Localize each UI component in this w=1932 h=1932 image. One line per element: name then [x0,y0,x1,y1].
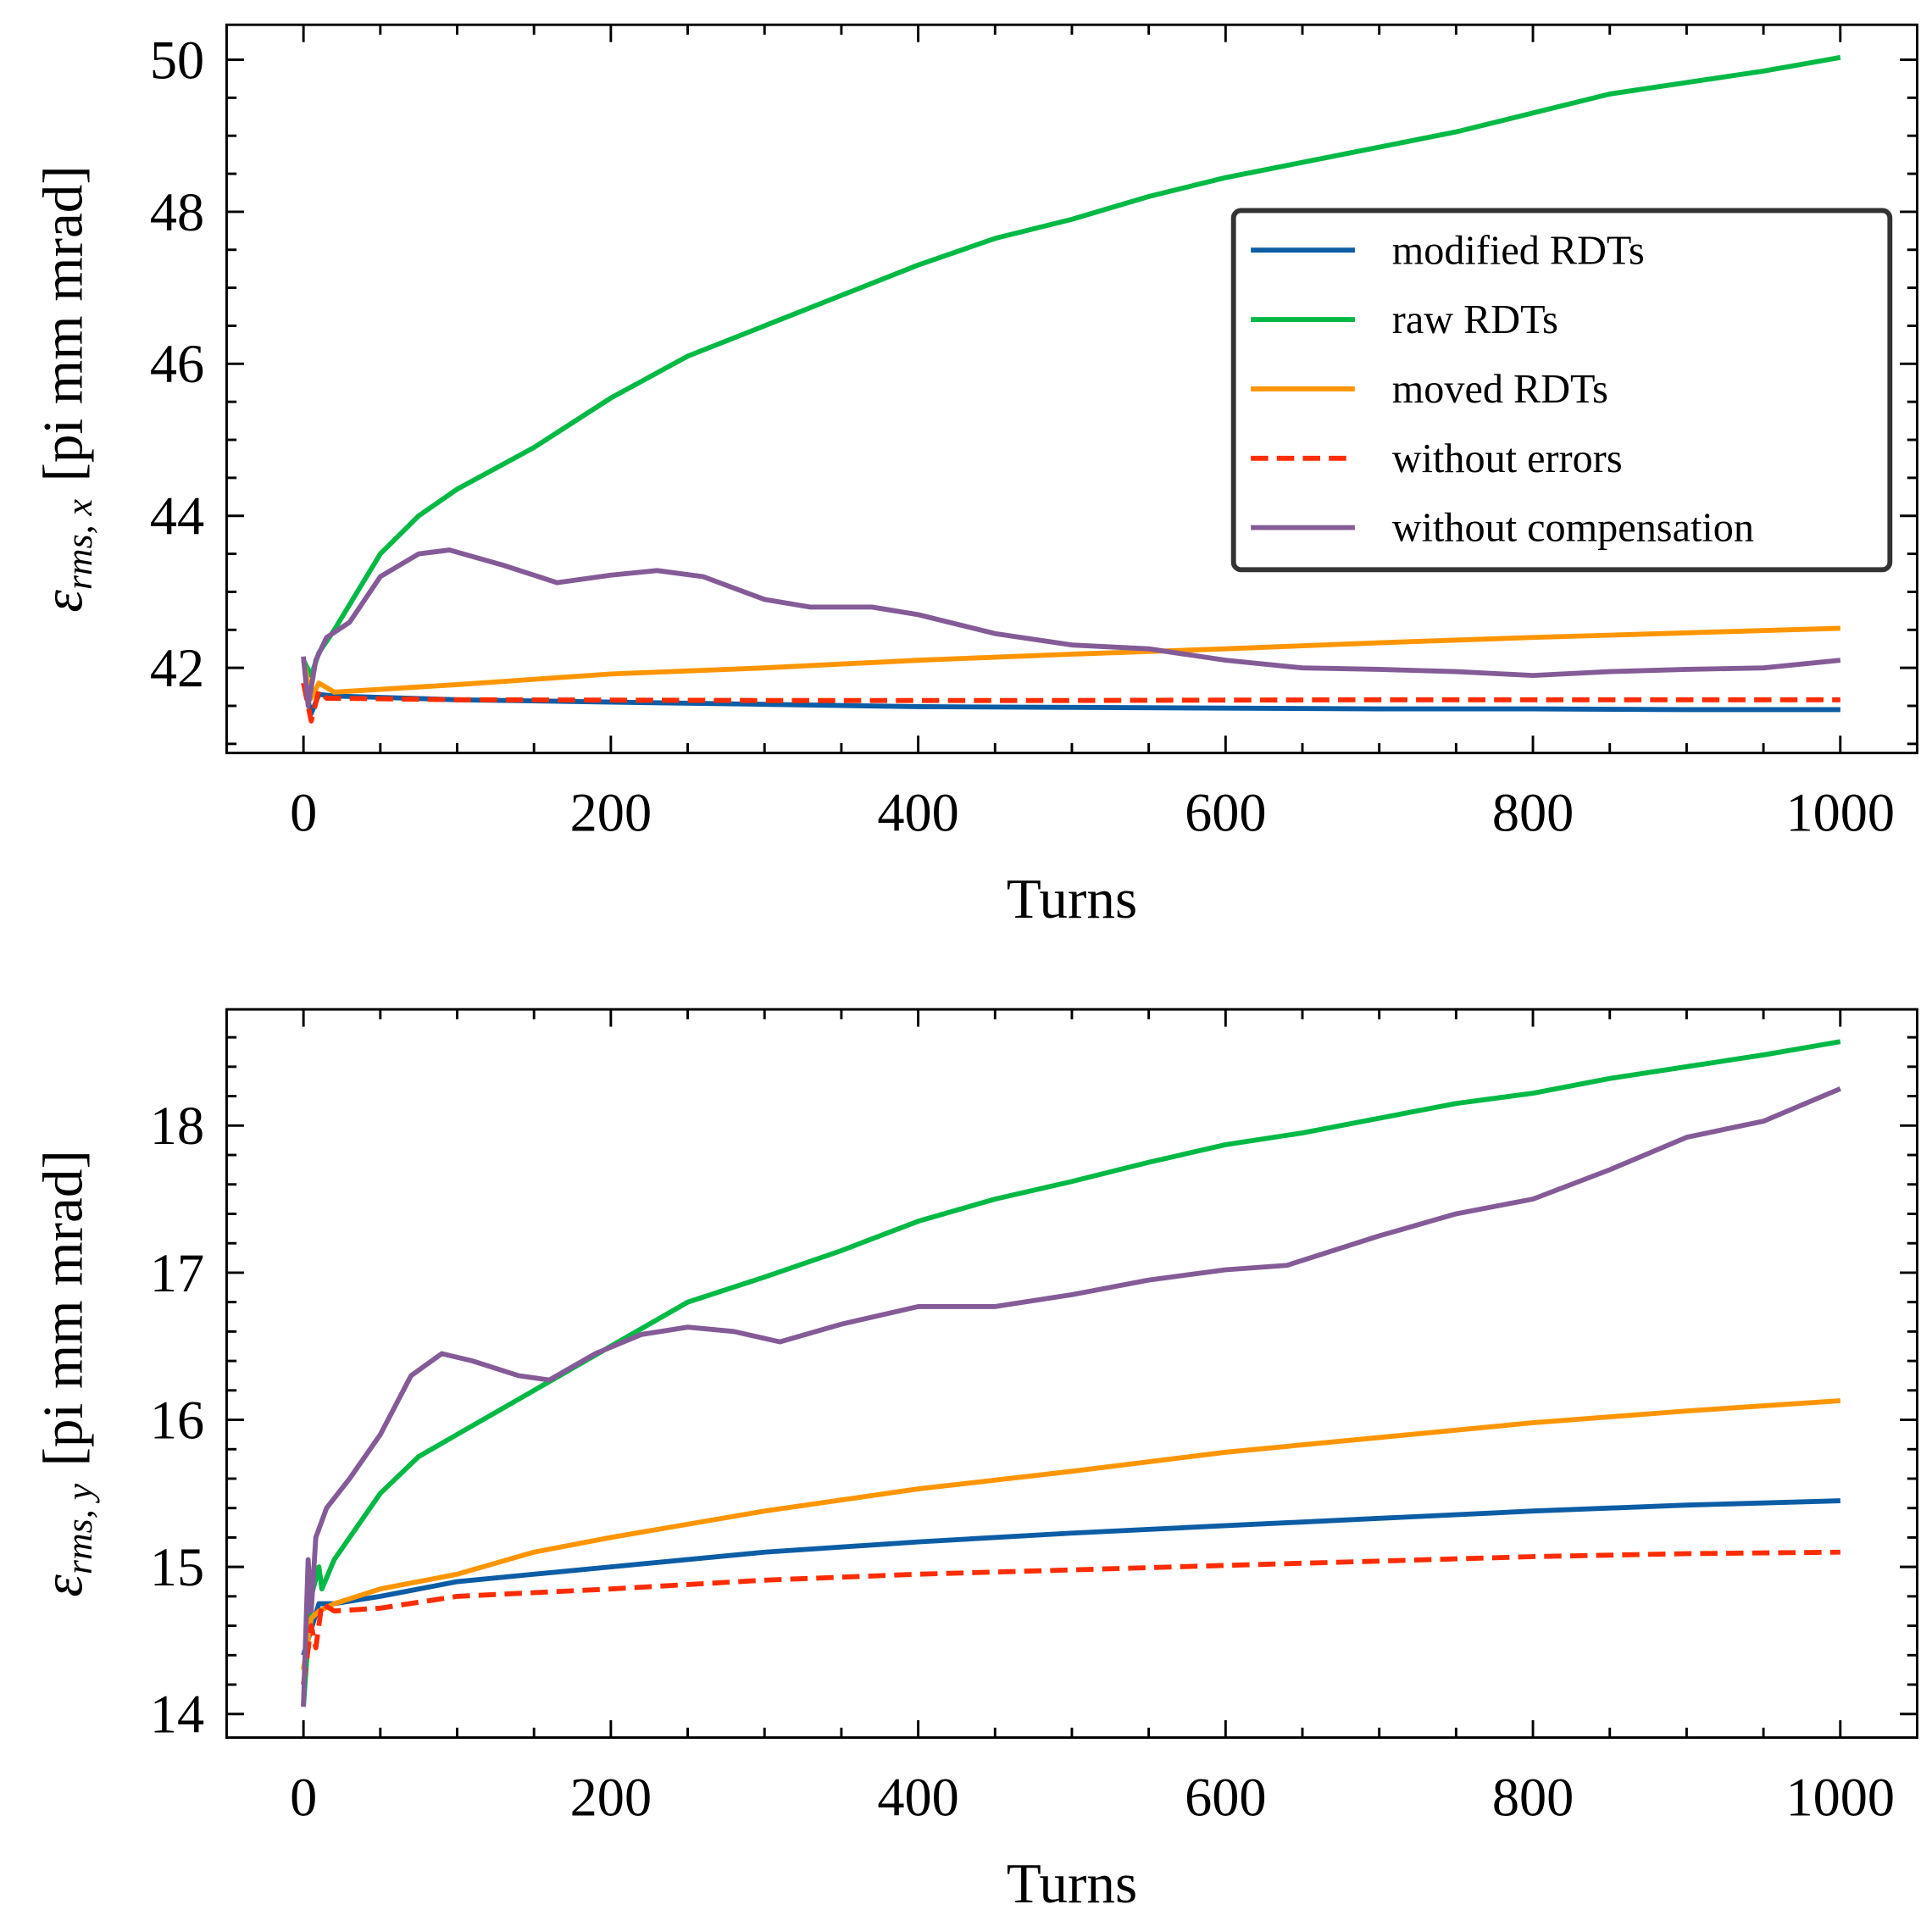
y-label-symbol: ε [31,1574,94,1597]
y-axis-label: εrms, y [pi mm mrad] [31,1150,100,1596]
series-line-without-compensation [301,1086,1841,1707]
y-label-unit: [pi mm mrad] [31,1150,94,1466]
y-tick-label: 15 [150,1537,204,1597]
x-tick-label: 0 [290,783,317,843]
legend: modified RDTs raw RDTs moved RDTs without e… [1230,208,1893,573]
legend-label: moved RDTs [1392,367,1608,412]
panel-bottom: 0 200 400 600 800 1000 14 15 16 17 18 Turns εrms, y [… [31,1008,1918,1915]
y-axis-label: εrms, x [pi mm mrad] [31,165,100,612]
x-tick-label: 200 [570,1768,652,1828]
series-line-modified-rdts [301,1498,1840,1657]
x-tick-label: 600 [1185,1768,1266,1828]
y-label-subscript: rms, y [59,1483,100,1574]
y-label-symbol: ε [31,590,94,613]
legend-frame [1230,208,1893,573]
legend-label: without errors [1392,436,1623,481]
series-line-without-compensation [301,547,1841,708]
series-line-without-errors [301,682,1840,724]
x-tick-label: 800 [1492,1768,1574,1828]
series-line-raw-rdts [301,1039,1841,1707]
x-tick-label: 1000 [1785,1768,1895,1828]
y-tick-label: 17 [150,1243,204,1303]
x-axis-label: Turns [1007,1852,1137,1915]
y-tick-label: 50 [150,30,204,90]
y-tick-label: 14 [150,1685,204,1745]
series-line-without-errors [301,1549,1840,1685]
x-tick-label: 800 [1492,783,1574,843]
series-line-raw-rdts [301,54,1841,679]
y-tick-label: 48 [150,182,204,242]
y-label-subscript: rms, x [59,498,100,590]
axes-frame [225,1008,1918,1739]
x-tick-label: 600 [1185,783,1266,843]
legend-label: raw RDTs [1392,297,1558,342]
legend-label: modified RDTs [1392,228,1645,273]
x-tick-label: 0 [290,1768,317,1828]
x-tick-label: 1000 [1785,783,1895,843]
series-line-moved-rdts [301,625,1840,701]
y-tick-label: 44 [150,486,204,547]
y-tick-label: 16 [150,1390,204,1450]
x-tick-label: 400 [877,783,958,843]
x-tick-label: 400 [877,1768,958,1828]
panel-top: 0 200 400 600 800 1000 42 44 46 48 50 Turns εrms, x [… [31,23,1918,930]
legend-label: without compensation [1392,506,1754,551]
y-tick-label: 46 [150,334,204,394]
y-tick-label: 42 [150,638,204,698]
x-tick-label: 200 [570,783,652,843]
y-label-unit: [pi mm mrad] [31,165,94,481]
x-axis-label: Turns [1007,867,1137,930]
series-line-modified-rdts [301,682,1840,716]
y-tick-label: 18 [150,1096,204,1156]
